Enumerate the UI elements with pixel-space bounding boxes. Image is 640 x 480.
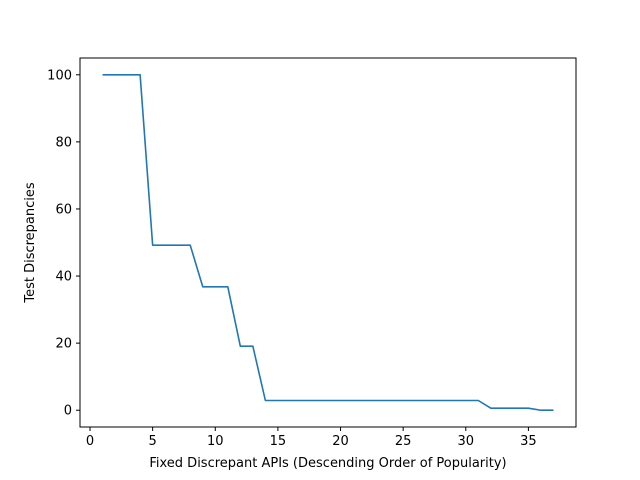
y-axis: 0 20 40 60 80 100 bbox=[47, 68, 80, 419]
x-axis-label: Fixed Discrepant APIs (Descending Order … bbox=[149, 456, 506, 471]
x-tick-label: 15 bbox=[270, 434, 287, 449]
plot-area bbox=[102, 73, 554, 412]
y-tick-label: 0 bbox=[64, 404, 72, 419]
x-tick-label: 5 bbox=[149, 434, 157, 449]
y-tick-label: 20 bbox=[55, 337, 72, 352]
y-tick-label: 60 bbox=[55, 202, 72, 217]
x-tick-label: 10 bbox=[207, 434, 224, 449]
x-tick-label: 25 bbox=[395, 434, 412, 449]
x-axis: 0 5 10 15 20 25 30 35 bbox=[86, 427, 537, 449]
y-tick-label: 40 bbox=[55, 270, 72, 285]
x-tick-label: 30 bbox=[458, 434, 475, 449]
y-axis-label: Test Discrepancies bbox=[23, 182, 38, 304]
x-tick-label: 0 bbox=[86, 434, 94, 449]
x-tick-label: 20 bbox=[332, 434, 349, 449]
x-tick-label: 35 bbox=[520, 434, 537, 449]
series-line-0 bbox=[102, 73, 554, 412]
axes-frame bbox=[79, 57, 577, 428]
y-tick-label: 100 bbox=[47, 68, 72, 83]
y-tick-label: 80 bbox=[55, 135, 72, 150]
